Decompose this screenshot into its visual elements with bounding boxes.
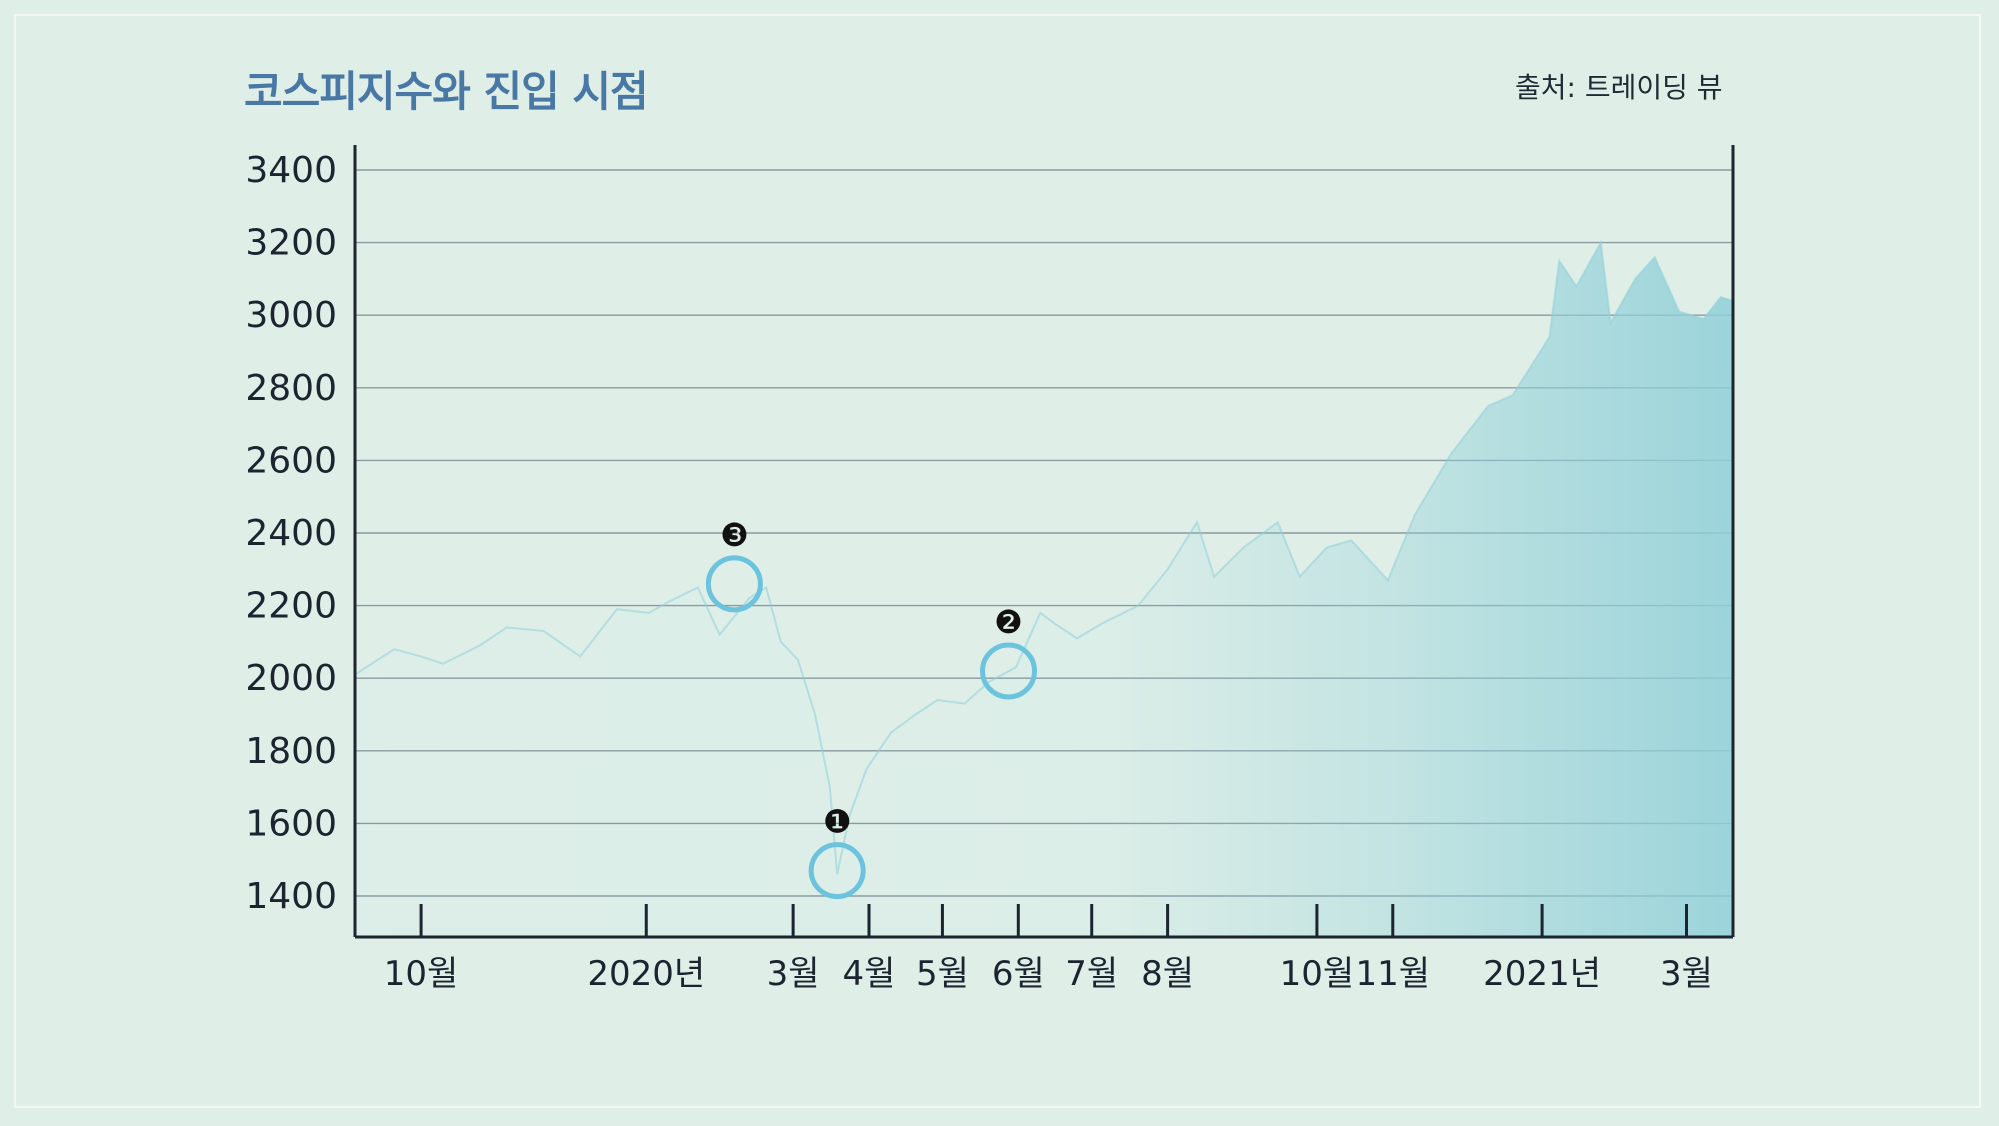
x-tick-label: 7월 (1065, 954, 1118, 994)
y-tick-label: 2000 (245, 658, 337, 699)
x-tick-label: 2020년 (587, 954, 705, 994)
x-tick-label: 4월 (843, 954, 896, 994)
y-tick-label: 2400 (245, 513, 337, 554)
x-tick-label: 5월 (916, 954, 969, 994)
entry-point-badge: ❷ (994, 603, 1023, 641)
x-tick-label: 6월 (992, 954, 1045, 994)
y-tick-label: 2200 (245, 586, 337, 627)
x-tick-label: 11월 (1356, 954, 1431, 994)
y-tick-label: 2600 (245, 440, 337, 481)
y-tick-label: 2800 (245, 368, 337, 409)
x-tick-label: 10월 (384, 954, 459, 994)
entry-point-ring (705, 555, 763, 613)
y-tick-label: 3200 (245, 223, 337, 264)
series-line (354, 239, 1734, 875)
y-tick-label: 1400 (245, 876, 337, 917)
entry-point-badge: ❶ (823, 803, 852, 841)
entry-point-ring (980, 642, 1038, 700)
figure-frame (14, 14, 1981, 1108)
x-tick-label: 3월 (1660, 954, 1713, 994)
chart-source: 출처: 트레이딩 뷰 (1515, 71, 1723, 104)
x-tick-label: 2021년 (1483, 954, 1601, 994)
x-tick-label: 10월 (1280, 954, 1355, 994)
y-tick-label: 3000 (245, 295, 337, 336)
entry-point-ring (808, 842, 866, 900)
chart-title: 코스피지수와 진입 시점 (244, 67, 649, 116)
series-area (355, 242, 1733, 938)
y-tick-label: 3400 (245, 150, 337, 191)
y-tick-label: 1800 (245, 731, 337, 772)
x-tick-label: 3월 (767, 954, 820, 994)
entry-point-badge: ❸ (720, 516, 749, 554)
x-tick-label: 8월 (1141, 954, 1194, 994)
y-tick-label: 1600 (245, 803, 337, 844)
